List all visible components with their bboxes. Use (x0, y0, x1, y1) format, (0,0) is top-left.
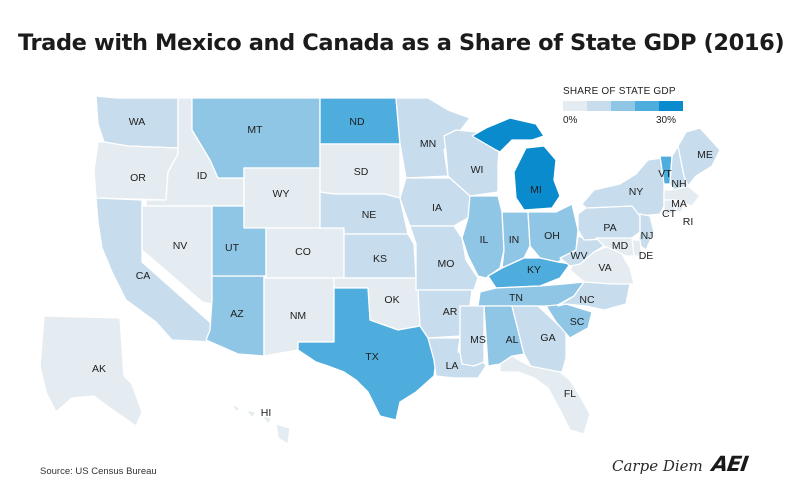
legend-swatch-2 (611, 101, 635, 111)
state-label-sc: SC (570, 316, 585, 328)
state-ks (343, 233, 417, 279)
state-label-nm: NM (290, 310, 306, 322)
state-mi (471, 117, 561, 211)
state-label-me: ME (697, 149, 713, 161)
legend-swatch-1 (587, 101, 611, 111)
legend-color-scale (563, 101, 683, 111)
state-label-sd: SD (354, 166, 369, 178)
state-md (595, 237, 635, 257)
state-label-ga: GA (540, 332, 555, 344)
state-me (677, 127, 721, 187)
state-fl (499, 355, 591, 435)
legend-title: SHARE OF STATE GDP (563, 86, 676, 97)
map-title: Trade with Mexico and Canada as a Share … (18, 30, 785, 56)
state-label-mo: MO (438, 258, 455, 270)
state-label-la: LA (446, 360, 459, 372)
state-ca (95, 197, 213, 343)
state-label-tn: TN (509, 292, 523, 304)
state-tx (297, 287, 437, 421)
state-label-wy: WY (273, 188, 290, 200)
legend: SHARE OF STATE GDP 0% 30% (563, 86, 683, 126)
state-label-ca: CA (136, 270, 151, 282)
legend-swatch-0 (563, 101, 587, 111)
legend-swatch-3 (635, 101, 659, 111)
state-label-ct: CT (662, 208, 677, 220)
legend-min-label: 0% (563, 115, 578, 126)
state-label-ne: NE (362, 209, 377, 221)
state-label-ak: AK (92, 363, 106, 375)
state-label-vt: VT (658, 168, 672, 180)
state-label-wv: WV (571, 250, 588, 262)
legend-labels: 0% 30% (563, 115, 676, 126)
state-label-ny: NY (629, 186, 644, 198)
state-label-mt: MT (247, 124, 263, 136)
state-shapes (39, 95, 721, 445)
aei-logo: AEI (710, 452, 750, 476)
state-label-ri: RI (683, 216, 694, 228)
state-label-wa: WA (129, 116, 146, 128)
state-nj (637, 213, 655, 251)
state-label-wi: WI (471, 164, 484, 176)
state-label-al: AL (506, 334, 519, 346)
state-label-nc: NC (579, 294, 595, 306)
state-ri (675, 199, 685, 213)
state-label-pa: PA (603, 222, 616, 234)
state-label-or: OR (130, 172, 146, 184)
state-ak (39, 315, 143, 427)
state-label-mn: MN (420, 138, 436, 150)
state-label-oh: OH (544, 230, 560, 242)
state-label-ar: AR (443, 306, 458, 318)
state-label-co: CO (295, 246, 311, 258)
state-label-in: IN (509, 234, 520, 246)
state-nc (557, 279, 631, 311)
state-label-tx: TX (365, 351, 378, 363)
state-label-nd: ND (349, 116, 365, 128)
state-label-az: AZ (230, 308, 244, 320)
state-label-il: IL (480, 234, 489, 246)
state-la (427, 337, 487, 379)
state-label-ky: KY (527, 264, 541, 276)
state-label-va: VA (598, 262, 611, 274)
legend-swatch-4 (659, 101, 683, 111)
state-label-mi: MI (530, 184, 542, 196)
state-label-ia: IA (432, 202, 442, 214)
state-label-ma: MA (671, 198, 687, 210)
state-label-nv: NV (173, 240, 188, 252)
state-label-nj: NJ (641, 230, 654, 242)
state-label-id: ID (197, 170, 208, 182)
state-wi (443, 129, 501, 197)
state-mo (409, 225, 479, 291)
state-label-ok: OK (384, 294, 399, 306)
legend-max-label: 30% (655, 115, 676, 126)
state-label-hi: HI (261, 407, 272, 419)
source-note: Source: US Census Bureau (40, 466, 157, 477)
state-il (461, 195, 505, 279)
state-label-ks: KS (373, 253, 387, 265)
state-label-fl: FL (564, 388, 576, 400)
state-label-ms: MS (470, 334, 486, 346)
state-ga (511, 305, 567, 373)
state-label-md: MD (612, 240, 629, 252)
state-label-ut: UT (225, 242, 240, 254)
state-hi (231, 403, 291, 445)
brand-name: Carpe Diem (612, 457, 703, 475)
state-labels: WA OR CA ID NV AZ UT MT WY CO NM ND SD NE KS OK TX MN IA MO… (92, 116, 713, 419)
state-label-de: DE (639, 250, 654, 262)
state-label-nh: NH (671, 178, 686, 190)
